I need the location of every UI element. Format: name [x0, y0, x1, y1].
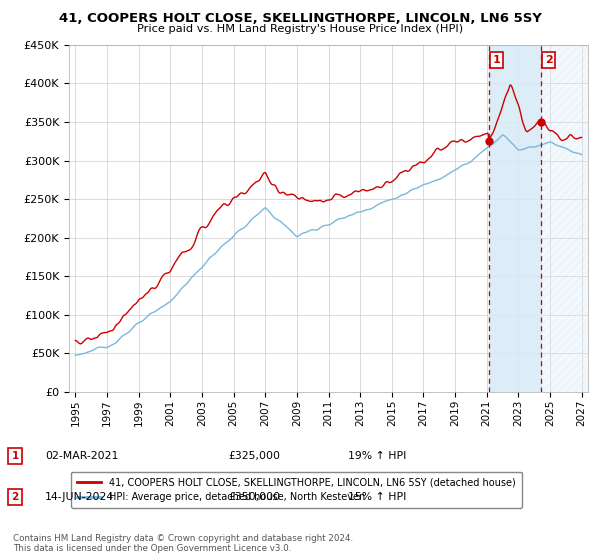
Text: £325,000: £325,000: [228, 451, 280, 461]
Text: 14-JUN-2024: 14-JUN-2024: [45, 492, 114, 502]
Text: 1: 1: [493, 55, 500, 65]
Text: 19% ↑ HPI: 19% ↑ HPI: [348, 451, 406, 461]
Text: 2: 2: [545, 55, 553, 65]
Text: Contains HM Land Registry data © Crown copyright and database right 2024.
This d: Contains HM Land Registry data © Crown c…: [13, 534, 353, 553]
Text: 02-MAR-2021: 02-MAR-2021: [45, 451, 118, 461]
Text: 15% ↑ HPI: 15% ↑ HPI: [348, 492, 406, 502]
Text: 1: 1: [11, 451, 19, 461]
Text: 41, COOPERS HOLT CLOSE, SKELLINGTHORPE, LINCOLN, LN6 5SY: 41, COOPERS HOLT CLOSE, SKELLINGTHORPE, …: [59, 12, 541, 25]
Bar: [541, 45, 588, 392]
Legend: 41, COOPERS HOLT CLOSE, SKELLINGTHORPE, LINCOLN, LN6 5SY (detached house), HPI: : 41, COOPERS HOLT CLOSE, SKELLINGTHORPE, …: [71, 472, 522, 508]
Text: Price paid vs. HM Land Registry's House Price Index (HPI): Price paid vs. HM Land Registry's House …: [137, 24, 463, 34]
Bar: [490, 45, 541, 392]
Text: £350,000: £350,000: [228, 492, 280, 502]
Text: 2: 2: [11, 492, 19, 502]
